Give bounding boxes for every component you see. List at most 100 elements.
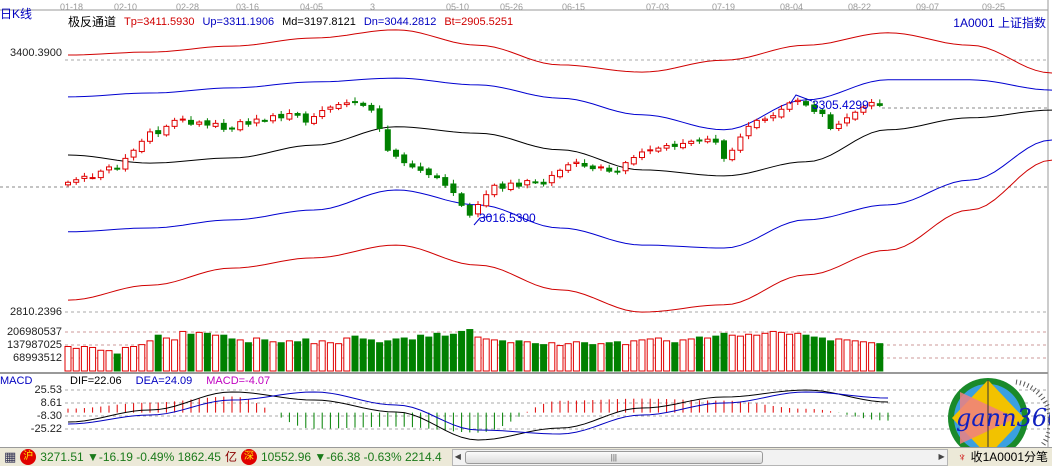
horizontal-scrollbar[interactable]: ◀ ||| ▶ [451, 448, 948, 466]
candle-body [179, 118, 186, 121]
volume-bar [589, 344, 597, 372]
candle-body [647, 149, 654, 152]
candle-body [852, 111, 859, 120]
up-value: Up=3311.1906 [202, 16, 275, 28]
volume-bar [138, 344, 146, 372]
candle-body [434, 175, 440, 179]
candle-body [827, 114, 834, 129]
shanghai-index-text: 3271.51 ▼-16.19 -0.49% 1862.45 [40, 450, 221, 464]
candle-body [171, 119, 178, 127]
volume-bar [171, 339, 179, 372]
candle-body [589, 165, 596, 170]
gann360-logo[interactable]: gann360 [946, 376, 1050, 462]
candle-body [352, 101, 358, 104]
volume-bar [64, 346, 72, 372]
candle-body [122, 157, 129, 170]
candle-body [753, 119, 760, 129]
candle-body [639, 151, 645, 159]
candle-body [712, 138, 719, 143]
date-tick-label: 3 [370, 2, 376, 12]
candle-body [188, 119, 194, 125]
unit-yi: 亿 [224, 450, 237, 464]
md-value: Md=3197.8121 [282, 16, 356, 28]
volume-bar [605, 342, 613, 372]
candle-body [786, 102, 793, 110]
date-tick-label: 09-07 [916, 2, 940, 12]
volume-bar [121, 346, 129, 372]
macd-dif: DIF=22.06 [70, 375, 122, 387]
volume-bar [548, 342, 556, 372]
calendar-icon[interactable]: ▦ [4, 449, 17, 464]
volume-bar [302, 338, 310, 372]
date-tick-label: 09-25 [982, 2, 1006, 12]
volume-bar [244, 342, 252, 372]
volume-bar [597, 343, 605, 372]
volume-bar [367, 339, 375, 372]
volume-bar [745, 333, 753, 372]
tick-data-label[interactable]: 收1A0001分笔 [970, 450, 1048, 464]
tp-value: Tp=3411.5930 [124, 16, 195, 28]
indicator-header: 极反通道 Tp=3411.5930 Up=3311.1906 Md=3197.8… [68, 16, 513, 28]
scroll-left-arrow[interactable]: ◀ [454, 451, 461, 461]
status-bar: ▦ 沪 3271.51 ▼-16.19 -0.49% 1862.45 亿 深 1… [0, 447, 1052, 466]
volume-bar [343, 337, 351, 372]
volume-bar [384, 340, 392, 372]
macd-title[interactable]: MACD [0, 375, 33, 387]
candle-body [516, 182, 522, 187]
volume-bar [253, 337, 261, 372]
price-axis-bottom: 2810.2396 [10, 306, 62, 318]
volume-bar [351, 335, 359, 372]
candle-body [573, 161, 580, 164]
period-label[interactable]: 日K线 [0, 7, 33, 21]
candle-body [442, 177, 449, 186]
candle-body [819, 109, 826, 115]
candle-body [89, 177, 96, 180]
candle-body [360, 102, 367, 106]
date-tick-label: 03-16 [236, 2, 260, 12]
candle-body [803, 101, 809, 106]
candle-body [581, 162, 588, 167]
candle-body [770, 115, 777, 119]
volume-bar [581, 342, 589, 372]
candle-body [409, 163, 416, 168]
candle-body [384, 129, 391, 151]
bt-value: Bt=2905.5251 [444, 16, 514, 28]
candle-body [557, 169, 563, 178]
candle-body [491, 184, 498, 196]
volume-bar [695, 336, 703, 372]
volume-bar [408, 339, 416, 372]
volume-bar [802, 334, 810, 372]
volume-bar [154, 334, 162, 372]
volume-bar [392, 338, 400, 372]
shenzhen-badge-icon[interactable]: 深 [241, 449, 257, 465]
volume-bar [187, 333, 195, 372]
candle-body [680, 142, 686, 149]
band-line-up [67, 77, 1052, 131]
band-line-dn [67, 139, 1052, 249]
volume-bar [113, 353, 121, 372]
volume-bar [818, 337, 826, 372]
volume-bar [630, 340, 638, 372]
candle-body [393, 149, 399, 157]
volume-bar [474, 336, 482, 372]
volume-axis-label: 137987025 [6, 339, 62, 351]
candle-body [278, 113, 285, 119]
chart-canvas[interactable] [0, 0, 1052, 447]
candle-body [417, 166, 424, 171]
volume-bar [728, 334, 736, 372]
antenna-icon: ♆ [957, 450, 967, 464]
scroll-right-arrow[interactable]: ▶ [938, 451, 945, 461]
volume-bar [507, 342, 515, 372]
candle-body [540, 181, 547, 185]
scroll-thumb[interactable]: ||| [464, 450, 764, 464]
volume-bar [720, 332, 728, 372]
candle-body [507, 182, 514, 191]
volume-bar [269, 341, 277, 372]
volume-bar [228, 338, 236, 372]
volume-bar [146, 340, 154, 372]
candle-body [73, 179, 80, 183]
date-tick-label: 06-15 [562, 2, 586, 12]
volume-bar [236, 339, 244, 372]
shanghai-badge-icon[interactable]: 沪 [20, 449, 37, 465]
volume-bar [523, 341, 531, 372]
